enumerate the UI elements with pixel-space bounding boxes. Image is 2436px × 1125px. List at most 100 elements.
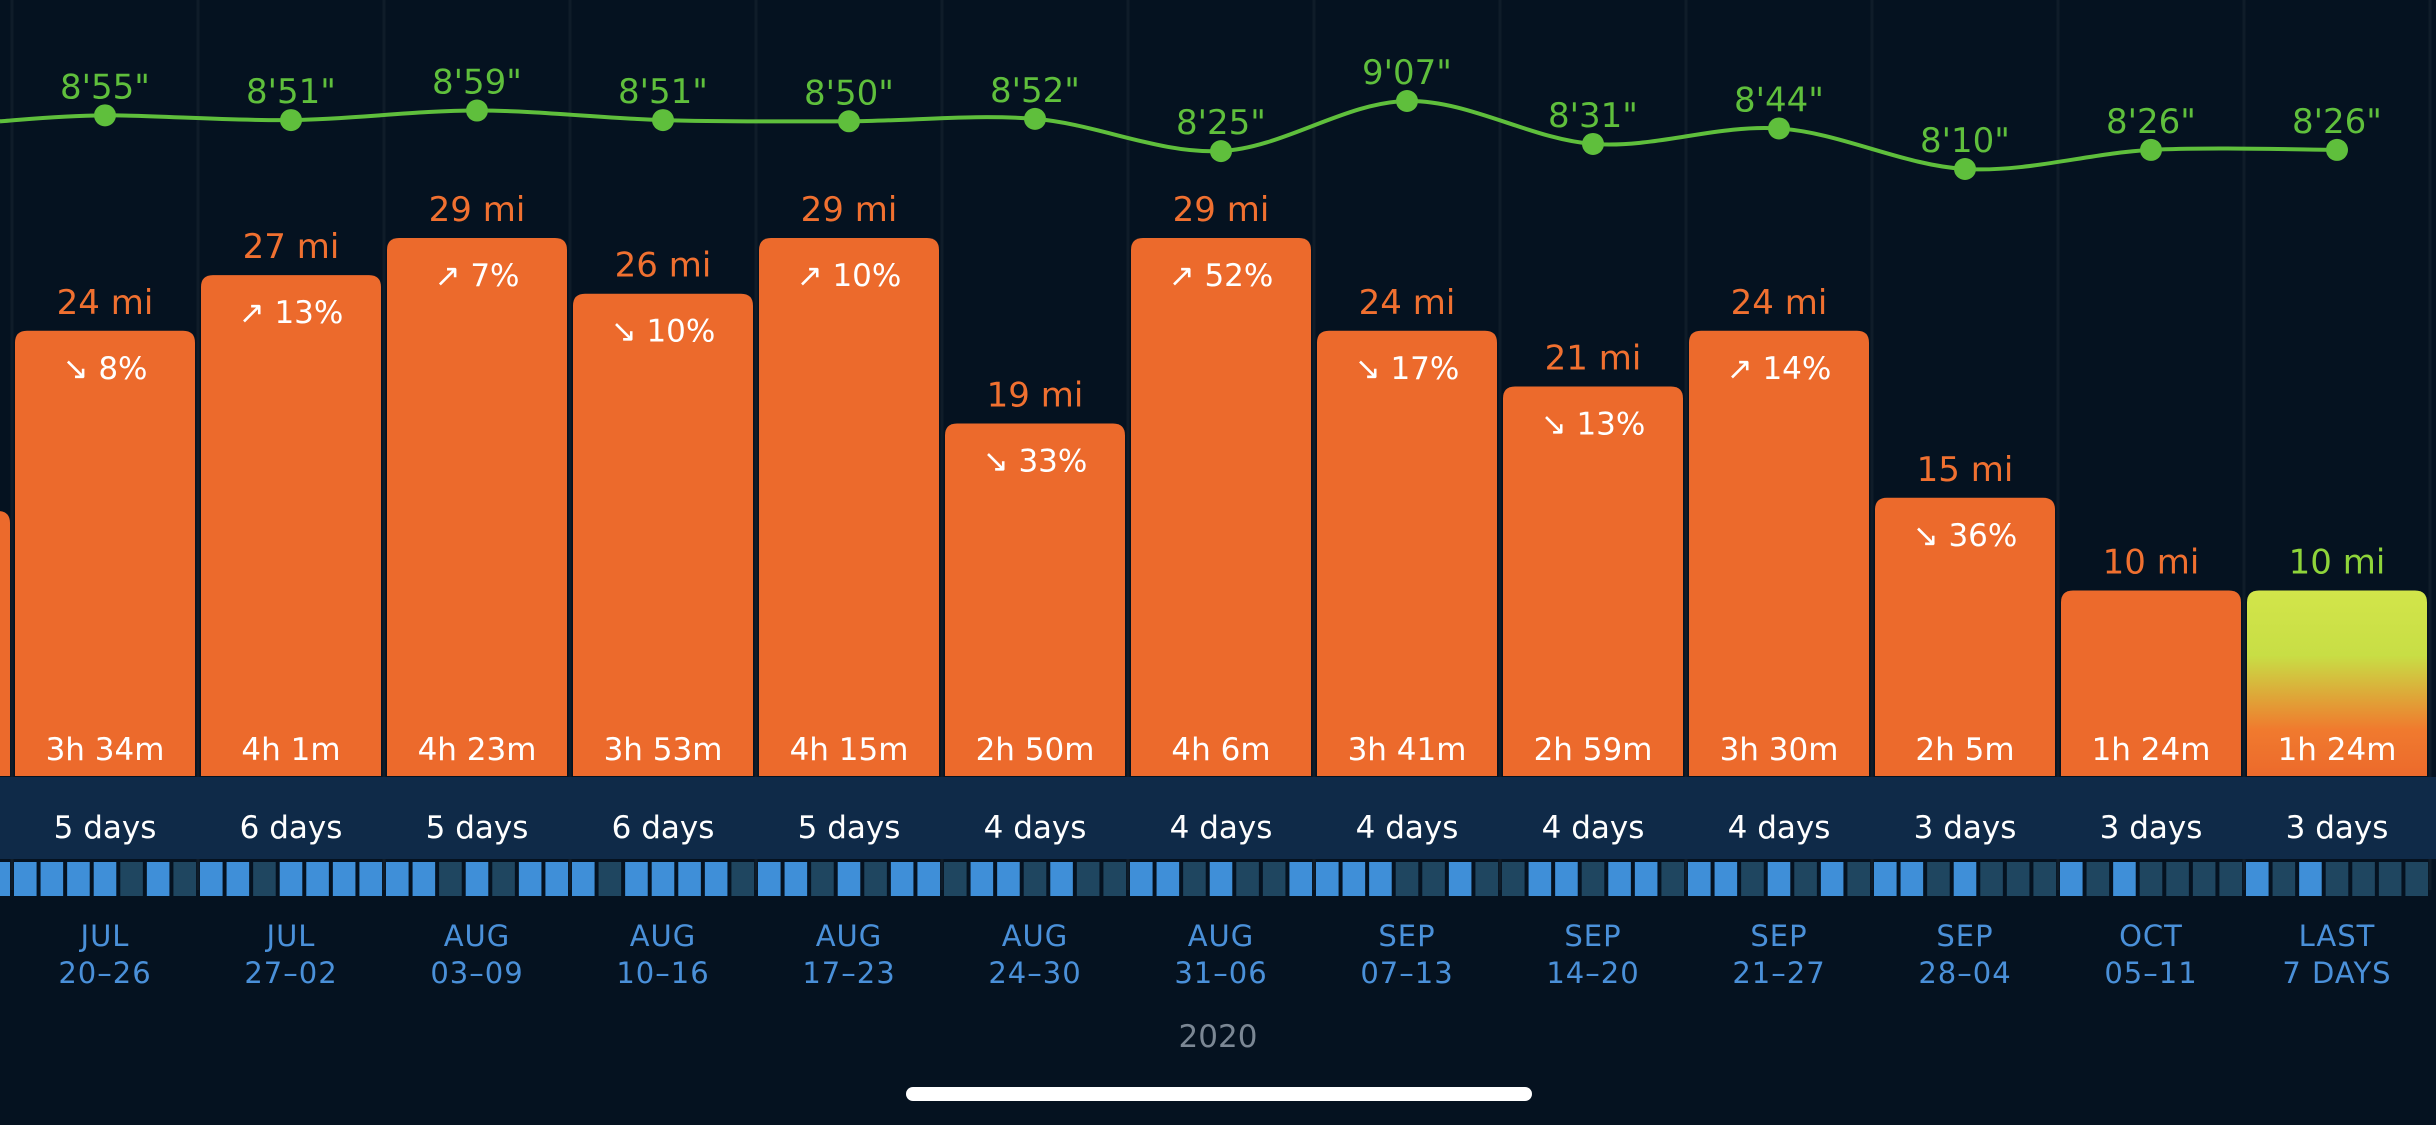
active-days-label: 3 days bbox=[2286, 810, 2389, 846]
day-activity-square bbox=[758, 862, 781, 896]
pace-point[interactable] bbox=[838, 110, 860, 133]
day-activity-square bbox=[1528, 862, 1552, 896]
day-activity-square bbox=[678, 862, 701, 896]
day-activity-square bbox=[598, 862, 622, 896]
week-label-line1: JUL bbox=[79, 919, 130, 953]
week-label-line1: JUL bbox=[265, 919, 316, 953]
distance-label: 15 mi bbox=[1917, 450, 2014, 490]
week-label-line1: SEP bbox=[1564, 919, 1621, 953]
active-days-label: 3 days bbox=[1914, 810, 2017, 846]
day-activity-square bbox=[359, 862, 382, 896]
distance-bar[interactable] bbox=[1503, 386, 1683, 776]
day-activity-square bbox=[332, 862, 356, 896]
distance-bar[interactable] bbox=[2061, 590, 2241, 777]
distance-label: 10 mi bbox=[2289, 543, 2386, 583]
pace-point[interactable] bbox=[652, 109, 674, 132]
active-days-label: 6 days bbox=[612, 810, 715, 846]
pace-point[interactable] bbox=[1954, 158, 1976, 180]
day-activity-square bbox=[1395, 862, 1419, 896]
day-activity-square bbox=[2405, 862, 2428, 896]
week-label-line2: 14–20 bbox=[1546, 956, 1639, 990]
pace-point[interactable] bbox=[1210, 140, 1232, 163]
change-label: ↘ 36% bbox=[1913, 518, 2018, 554]
distance-bar[interactable] bbox=[759, 238, 939, 777]
year-label: 2020 bbox=[1179, 1019, 1258, 1055]
duration-label: 4h 1m bbox=[241, 732, 340, 768]
pace-point[interactable] bbox=[2326, 138, 2348, 161]
day-activity-square bbox=[944, 862, 967, 896]
day-activity-square bbox=[226, 862, 250, 896]
distance-label: 27 mi bbox=[243, 227, 340, 267]
distance-label: 24 mi bbox=[1731, 283, 1828, 323]
day-activity-square bbox=[1342, 862, 1366, 896]
days-band bbox=[0, 777, 2436, 859]
distance-bar[interactable] bbox=[1317, 330, 1497, 776]
distance-bar[interactable] bbox=[1689, 330, 1869, 776]
pace-label: 8'59" bbox=[432, 63, 522, 103]
week-label-line1: AUG bbox=[444, 919, 511, 953]
day-activity-square bbox=[14, 862, 37, 896]
day-activity-square bbox=[2086, 862, 2110, 896]
day-activity-square bbox=[1900, 862, 1924, 896]
day-activity-square bbox=[1422, 862, 1445, 896]
day-activity-square bbox=[917, 862, 940, 896]
day-activity-square bbox=[120, 862, 143, 896]
pace-point[interactable] bbox=[2140, 138, 2162, 161]
pace-line bbox=[0, 98, 2338, 172]
day-activity-square bbox=[1688, 862, 1711, 896]
duration-label: 4h 23m bbox=[418, 732, 537, 768]
distance-bar[interactable] bbox=[387, 238, 567, 777]
day-activity-square bbox=[1767, 862, 1791, 896]
day-activity-square bbox=[2272, 862, 2296, 896]
week-label-line2: 24–30 bbox=[988, 956, 1081, 990]
day-activity-square bbox=[1661, 862, 1684, 896]
week-label-line2: 21–27 bbox=[1732, 956, 1825, 990]
week-label-line1: SEP bbox=[1378, 919, 1435, 953]
day-activity-square bbox=[784, 862, 808, 896]
day-activity-square bbox=[1130, 862, 1153, 896]
day-activity-square bbox=[93, 862, 117, 896]
distance-bar[interactable] bbox=[945, 423, 1125, 776]
week-label-line1: SEP bbox=[1936, 919, 1993, 953]
pace-point[interactable] bbox=[94, 104, 116, 127]
week-label-line1: LAST bbox=[2299, 919, 2376, 953]
duration-label: 3h 30m bbox=[1720, 732, 1839, 768]
day-activity-square bbox=[625, 862, 648, 896]
week-label-line2: 20–26 bbox=[58, 956, 151, 990]
distance-label: 29 mi bbox=[429, 190, 526, 230]
distance-bar[interactable] bbox=[573, 293, 753, 776]
day-activity-square bbox=[200, 862, 223, 896]
change-label: ↗ 13% bbox=[239, 295, 344, 331]
day-activity-square bbox=[1183, 862, 1206, 896]
active-days-label: 4 days bbox=[1542, 810, 1645, 846]
distance-bar[interactable] bbox=[15, 330, 195, 776]
duration-label: 3h 53m bbox=[604, 732, 723, 768]
day-activity-square bbox=[2192, 862, 2216, 896]
pace-point[interactable] bbox=[1024, 107, 1046, 130]
week-label-line2: 28–04 bbox=[1918, 956, 2011, 990]
day-activity-square bbox=[1369, 862, 1392, 896]
pace-label: 9'07" bbox=[1362, 53, 1452, 93]
day-activity-square bbox=[1502, 862, 1525, 896]
distance-bar[interactable] bbox=[201, 275, 381, 776]
day-activity-square bbox=[1980, 862, 2003, 896]
pace-label: 8'51" bbox=[618, 72, 708, 112]
pace-label: 8'31" bbox=[1548, 96, 1638, 136]
pace-label: 8'25" bbox=[1176, 103, 1266, 143]
pace-point[interactable] bbox=[1768, 117, 1790, 140]
distance-bar[interactable] bbox=[1875, 497, 2055, 776]
day-activity-square bbox=[1714, 862, 1738, 896]
pace-point[interactable] bbox=[466, 99, 488, 122]
pace-point[interactable] bbox=[1582, 132, 1604, 155]
pace-point[interactable] bbox=[1396, 90, 1418, 112]
day-activity-square bbox=[1475, 862, 1498, 896]
distance-bar[interactable] bbox=[2247, 590, 2427, 777]
day-activity-square bbox=[1874, 862, 1897, 896]
active-days-label: 5 days bbox=[54, 810, 157, 846]
day-activity-square bbox=[1608, 862, 1631, 896]
day-activity-square bbox=[439, 862, 462, 896]
pace-point[interactable] bbox=[280, 109, 302, 132]
distance-bar[interactable] bbox=[1131, 238, 1311, 777]
day-activity-square bbox=[2246, 862, 2269, 896]
